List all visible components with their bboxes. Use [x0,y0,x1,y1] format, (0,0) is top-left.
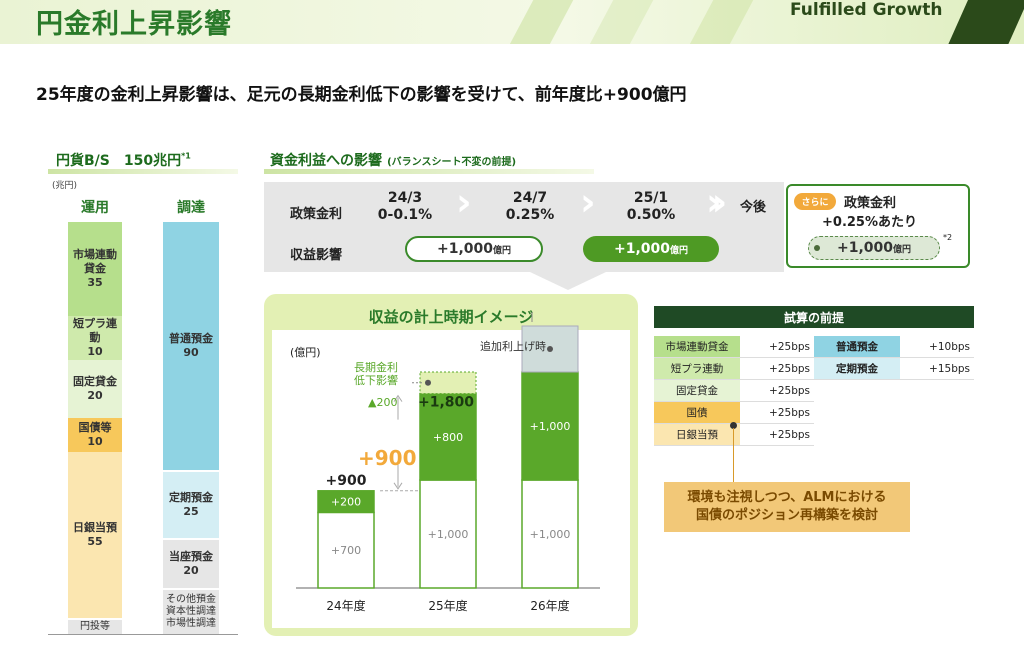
rate-panel-arrow [530,272,606,290]
arrow-up-icon [393,394,403,402]
additional-hike-label: 追加利上げ時 [480,340,546,353]
chevron-right-icon: › [580,180,596,224]
bar-base-segment [419,479,477,589]
bs-item-yen-investment: 円投等 [68,620,122,634]
bar-increment-label: +1,000 [530,420,571,433]
delta-label: +900 [358,446,417,470]
bs-item-time-deposit: 定期預金 25 [163,472,219,538]
chevron-right-icon: › [456,180,472,224]
table-row: 固定貸金 +25bps [654,380,814,402]
bar-increment-segment [521,371,579,481]
bs-item-prime-linked: 短プラ連動 10 [68,316,122,360]
bs-item-ordinary-deposit: 普通預金 90 [163,222,219,470]
bs-item-market-linked-loans: 市場連動貸金 35 [68,222,122,316]
x-tick-label: 24年度 [326,598,365,613]
x-tick-label: 25年度 [428,598,467,613]
page-title: 円金利上昇影響 [36,9,232,40]
nii-title: 資金利益への影響 (バランスシート不変の前提) [270,153,517,169]
future-note: *2 [943,233,953,242]
additional-hike-segment [521,325,579,373]
future-impact-pill: +1,000 億円 [808,236,940,260]
impact-pill-2: +1,000 億円 [583,236,719,262]
bar-base-label: +1,000 [428,528,469,541]
callout-connector [733,428,734,482]
future-box-line2: +0.25%あたり [822,215,917,230]
bs-unit: (兆円) [52,181,78,191]
table-row: 日銀当預 +25bps [654,424,814,446]
dot-icon [814,245,820,251]
bs-title: 円貨B/S 150兆円*1 [56,151,191,169]
arrow-down-icon [393,482,403,490]
table-row: 国債 +25bps [654,402,814,424]
step-2403: 24/3 0-0.1% [377,190,433,223]
header-bar [0,0,1024,44]
bar-total-label: +1,800 [418,395,474,411]
bar-increment-segment [317,490,375,514]
future-label: 今後 [740,200,767,215]
bs-item-fixed-loans: 固定貸金 20 [68,360,122,418]
future-box-line1: 政策金利 [844,196,897,211]
bs-item-current-deposit: 当座預金 20 [163,540,219,588]
bs-item-other-funding: その他預金 資本性調達 市場性調達 [163,590,219,634]
step-2407: 24/7 0.25% [505,190,555,223]
bs-baseline [48,634,238,635]
policy-rate-label: 政策金利 [290,207,343,222]
table-row: 短プラ連動 +25bps 定期預金 +15bps [654,358,974,380]
step-2501: 25/1 0.50% [626,190,676,223]
callout-box: 環境も注視しつつ、ALMにおける 国債のポジション再構築を検討 [664,482,910,532]
bar-base-label: +700 [331,544,361,557]
chart-unit: (億円) [290,346,321,359]
table-row: 市場連動貸金 +25bps 普通預金 +10bps [654,336,974,358]
brand-logo: Fulfilled Growth [790,0,943,20]
bar-increment-label: +800 [433,431,463,444]
dot-icon [425,379,431,386]
x-tick-label: 26年度 [530,598,569,613]
impact-pill-1: +1,000 億円 [405,236,543,262]
bs-title-bar [48,169,238,174]
assumptions-title: 試算の前提 [654,306,974,328]
bar-base-segment [521,479,579,589]
longterm-value: ▲200 [368,396,398,409]
badge-sarani: さらに [794,193,836,210]
bs-item-boj-deposit: 日銀当預 55 [68,452,122,618]
timing-title: 収益の計上時期イメージ [368,308,534,326]
page-subtitle: 25年度の金利上昇影響は、足元の長期金利低下の影響を受けて、前年度比+900億円 [36,85,687,105]
bs-right-head: 調達 [177,200,205,216]
bar-base-label: +1,000 [530,528,571,541]
bs-item-jgb: 国債等 10 [68,418,122,452]
bar-increment-label: +200 [331,496,361,509]
dot-icon [730,422,737,429]
impact-label: 収益影響 [290,248,343,263]
longterm-label: 長期金利 低下影響 [354,361,398,388]
bs-left-head: 運用 [81,200,109,216]
bar-total-label: +900 [326,473,367,489]
dot-icon [547,346,553,352]
assumptions-table: 市場連動貸金 +25bps 普通預金 +10bps 短プラ連動 +25bps 定… [654,336,974,446]
nii-title-bar [264,169,594,174]
